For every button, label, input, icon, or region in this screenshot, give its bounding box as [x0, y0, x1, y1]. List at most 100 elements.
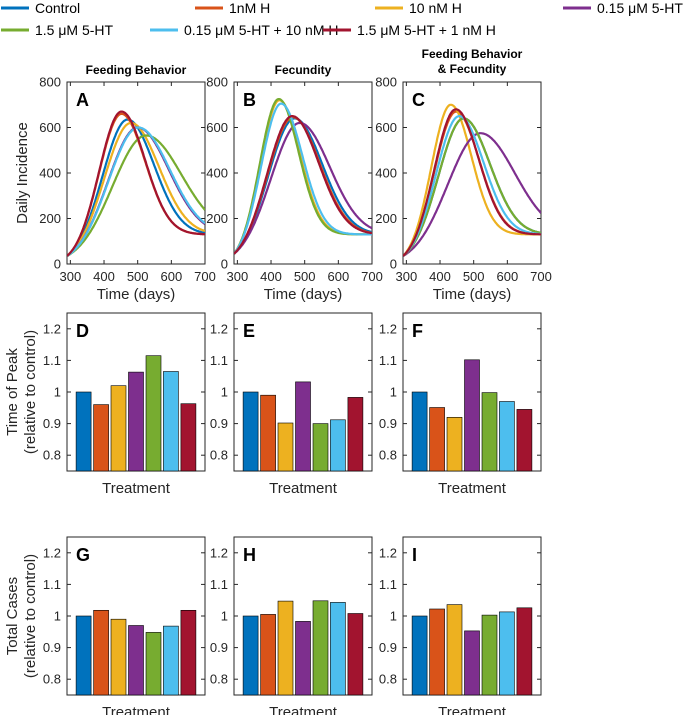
y-tick-label: 0.9: [379, 416, 397, 431]
y-tick-label: 800: [375, 75, 397, 90]
y-tick-label: 400: [375, 166, 397, 181]
bar-s015h10: [330, 419, 346, 472]
bar-s15h1: [347, 613, 364, 696]
x-tick-label: 600: [160, 269, 182, 284]
bar-s15h1: [516, 607, 533, 696]
y-tick-label: 1.2: [379, 545, 397, 560]
panel-letter: G: [76, 545, 90, 565]
y-tick-label: 0.8: [210, 448, 228, 463]
series-group: [67, 110, 205, 258]
x-axis-label: Treatment: [438, 704, 507, 715]
x-axis-label: Time (days): [97, 286, 176, 303]
panel-G: 0.8 0.9 1 1.1 1.2 Treatment Total Cases(relati…: [4, 536, 206, 715]
panel-title-line: Feeding Behavior: [422, 47, 523, 61]
x-tick-label: 400: [429, 269, 451, 284]
panel-title-line: & Fecundity: [438, 62, 507, 76]
panel-letter: B: [243, 90, 256, 110]
y-tick-label: 0: [54, 257, 61, 272]
x-axis-label: Treatment: [102, 480, 171, 497]
bar-s015: [464, 359, 480, 472]
y-axis-label-line: Daily Incidence: [14, 122, 31, 224]
y-tick-label: 200: [206, 211, 228, 226]
bar-h1: [260, 614, 276, 696]
x-tick-label: 700: [361, 269, 383, 284]
panel-D: 0.8 0.9 1 1.1 1.2 Treatment Time of Peak(relat…: [4, 312, 206, 497]
series-line-s015h10: [234, 102, 372, 255]
bar-control: [75, 391, 92, 472]
bar-s15h1: [180, 609, 197, 696]
series-line-s015h10: [403, 115, 541, 257]
panel-letter: A: [76, 90, 89, 110]
x-tick-label: 700: [530, 269, 552, 284]
y-tick-label: 600: [39, 120, 61, 135]
y-tick-label: 0.8: [43, 672, 61, 687]
legend-item-control: Control: [1, 0, 80, 16]
bar-h10: [277, 422, 294, 472]
y-tick-label: 600: [375, 120, 397, 135]
bar-s15h1: [516, 409, 533, 472]
bar-control: [75, 615, 92, 696]
y-tick-label: 1: [221, 385, 228, 400]
legend-item-h1: 1nM H: [195, 0, 270, 16]
y-tick-label: 1.1: [379, 353, 397, 368]
x-axis-label: Time (days): [264, 286, 343, 303]
y-axis-label-line: (relative to control): [22, 554, 39, 678]
panel-title-line: Feeding Behavior: [86, 63, 187, 77]
bar-h1: [260, 394, 276, 472]
y-tick-label: 0: [221, 257, 228, 272]
panel-letter: D: [76, 321, 89, 341]
y-tick-label: 1.1: [210, 577, 228, 592]
y-tick-label: 1.2: [43, 545, 61, 560]
bar-s15h1: [347, 397, 364, 472]
y-tick-label: 1: [390, 385, 397, 400]
bar-s015h10: [163, 625, 179, 696]
panel-title: Feeding Behavior: [86, 63, 187, 77]
x-tick-label: 700: [194, 269, 216, 284]
y-tick-label: 1.1: [379, 577, 397, 592]
y-tick-label: 0.9: [379, 640, 397, 655]
legend-item-s015: 0.15 μM 5-HT: [563, 0, 683, 16]
series-line-s015h10: [67, 126, 205, 257]
panels: 0 200 400 600 800 300 400 500 600 700 Time (days) D…: [4, 47, 552, 715]
bar-control: [242, 391, 259, 472]
legend-label: 10 nM H: [409, 0, 462, 16]
y-tick-label: 800: [206, 75, 228, 90]
y-tick-label: 0.9: [43, 416, 61, 431]
y-tick-label: 1.1: [43, 353, 61, 368]
x-axis-label: Treatment: [102, 704, 171, 715]
legend-item-h10: 10 nM H: [375, 0, 462, 16]
y-tick-label: 0.8: [43, 448, 61, 463]
panel-H: 0.8 0.9 1 1.1 1.2 Treatment H: [210, 536, 373, 715]
legend: Control 1nM H 10 nM H 0.15 μM 5-HT 1.5 μM 5-…: [1, 0, 683, 38]
bar-h1: [93, 609, 109, 696]
x-tick-label: 600: [496, 269, 518, 284]
y-tick-label: 400: [39, 166, 61, 181]
legend-item-s015h10: 0.15 μM 5-HT + 10 nM H: [150, 22, 338, 38]
y-tick-label: 200: [39, 211, 61, 226]
panel-F: 0.8 0.9 1 1.1 1.2 Treatment F: [379, 312, 542, 497]
y-axis-label-line: Total Cases: [4, 577, 21, 655]
x-axis-label: Treatment: [438, 480, 507, 497]
bar-s15: [145, 355, 162, 472]
bar-s015: [295, 621, 311, 696]
x-axis-label: Treatment: [269, 480, 338, 497]
panel-E: 0.8 0.9 1 1.1 1.2 Treatment E: [210, 312, 373, 497]
panel-letter: I: [412, 545, 417, 565]
legend-item-s15h1: 1.5 μM 5-HT + 1 nM H: [323, 22, 496, 38]
bar-s015h10: [499, 611, 515, 696]
bar-h10: [446, 416, 463, 472]
y-tick-label: 1: [221, 609, 228, 624]
x-tick-label: 300: [60, 269, 82, 284]
legend-label: 1.5 μM 5-HT + 1 nM H: [357, 22, 496, 38]
x-tick-label: 500: [294, 269, 316, 284]
panel-title-line: Fecundity: [275, 63, 332, 77]
y-tick-label: 0.9: [210, 640, 228, 655]
x-tick-label: 500: [463, 269, 485, 284]
y-tick-label: 1.1: [43, 577, 61, 592]
bar-control: [411, 615, 428, 696]
y-tick-label: 0.8: [210, 672, 228, 687]
bar-s15: [481, 614, 498, 696]
bar-h1: [429, 407, 445, 472]
series-line-s15h1: [403, 108, 541, 257]
panel-title: Fecundity: [275, 63, 332, 77]
